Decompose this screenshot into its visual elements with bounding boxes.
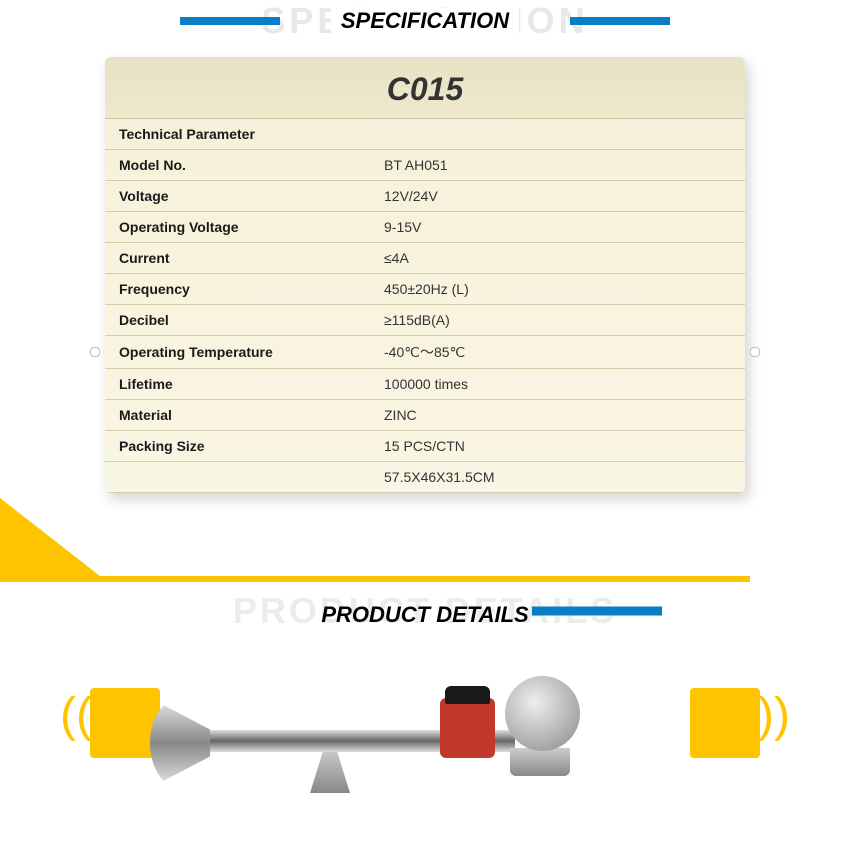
spec-value: BT AH051 [370, 151, 745, 179]
compressor-body [440, 698, 495, 758]
spec-value: -40℃～85℃ [370, 336, 745, 368]
table-row: Frequency450±20Hz (L) [105, 274, 745, 305]
section-title: SPECIFICATION [331, 8, 519, 34]
spec-table: Technical Parameter Model No.BT AH051Vol… [105, 118, 745, 493]
sound-wave-icon-left: ))) [60, 688, 108, 743]
table-row: Decibel≥115dB(A) [105, 305, 745, 336]
horn-stand [310, 748, 350, 793]
spec-label: Frequency [105, 275, 370, 303]
product-illustration: ))) ))) [0, 638, 850, 818]
spec-label: Material [105, 401, 370, 429]
spec-card: C015 Technical Parameter Model No.BT AH0… [105, 57, 745, 493]
spec-label: Lifetime [105, 370, 370, 398]
disc-bracket [510, 748, 570, 776]
spec-card-title: C015 [105, 57, 745, 118]
table-row: Lifetime100000 times [105, 369, 745, 400]
compressor-cap [445, 686, 490, 704]
specification-header: SPECIFICATION SPECIFICATION [0, 0, 850, 42]
spec-value: 12V/24V [370, 182, 745, 210]
spec-label: Model No. [105, 151, 370, 179]
sound-wave-icon-right: ))) [742, 688, 790, 743]
table-row: Operating Temperature -40℃～85℃ [105, 336, 745, 369]
spec-value: ≥115dB(A) [370, 306, 745, 334]
air-horn-illustration [150, 658, 650, 808]
spec-value: 450±20Hz (L) [370, 275, 745, 303]
table-row: MaterialZINC [105, 400, 745, 431]
table-row: Packing Size15 PCS/CTN [105, 431, 745, 462]
horn-bell [150, 698, 210, 788]
carousel-next[interactable] [750, 347, 760, 357]
accent-bar-right [570, 17, 670, 25]
spec-container: C015 Technical Parameter Model No.BT AH0… [105, 57, 745, 493]
table-row: Operating Voltage9-15V [105, 212, 745, 243]
table-row: Voltage12V/24V [105, 181, 745, 212]
spec-label [105, 471, 370, 483]
product-details-section: PRODUCT DETAILS PRODUCT DETAILS ))) ))) [0, 584, 850, 850]
table-row: 57.5X46X31.5CM [105, 462, 745, 493]
spec-label: Operating Temperature [105, 338, 370, 366]
table-row: Model No.BT AH051 [105, 150, 745, 181]
decor-stripe [0, 576, 750, 582]
decor-triangle [0, 498, 100, 576]
table-row: Current≤4A [105, 243, 745, 274]
spec-value: 9-15V [370, 213, 745, 241]
spec-value: 15 PCS/CTN [370, 432, 745, 460]
spec-value: 100000 times [370, 370, 745, 398]
spec-label: Voltage [105, 182, 370, 210]
spec-label: Packing Size [105, 432, 370, 460]
spec-header-row: Technical Parameter [105, 119, 745, 150]
details-header: PRODUCT DETAILS PRODUCT DETAILS [0, 584, 850, 638]
horn-disc [505, 676, 580, 751]
spec-value: ZINC [370, 401, 745, 429]
accent-bar-left [180, 17, 280, 25]
carousel-prev[interactable] [90, 347, 100, 357]
spec-value: ≤4A [370, 244, 745, 272]
spec-header-label: Technical Parameter [105, 120, 745, 148]
spec-value: 57.5X46X31.5CM [370, 463, 745, 491]
section-title: PRODUCT DETAILS [0, 602, 850, 628]
spec-label: Decibel [105, 306, 370, 334]
spec-label: Current [105, 244, 370, 272]
spec-label: Operating Voltage [105, 213, 370, 241]
